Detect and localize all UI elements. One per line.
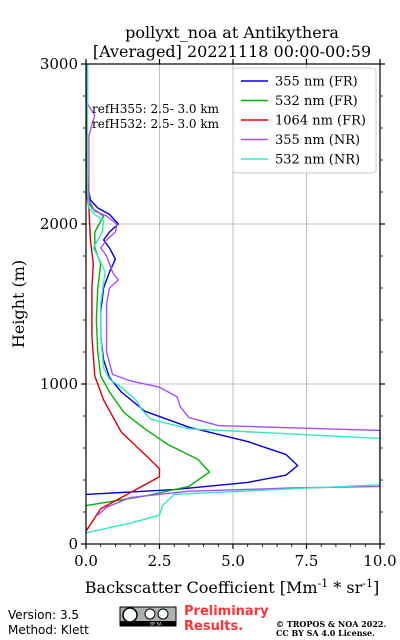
method-text: Method: Klett [8,623,89,637]
copyright-line2: CC BY SA 4.0 License. [276,628,375,638]
series-line-2 [86,64,161,532]
legend-box [232,67,377,174]
cc-icon [122,607,138,623]
cc-license-badge: BY SA [119,606,177,627]
by-icon [144,608,156,620]
annotation-refh532: refH532: 2.5- 3.0 km [92,117,220,131]
sa-icon [157,608,169,620]
y-tick-label: 2000 [40,215,78,233]
chart-subtitle: [Averaged] 20221118 00:00-00:59 [93,42,371,61]
series-lines [86,64,380,534]
x-axis-label: Backscatter Coefficient [Mm-1 * sr-1] [85,577,379,597]
chart-title: pollyxt_noa at Antikythera [125,23,339,42]
license-badge-text: BY SA [150,622,162,627]
legend-label-1: 532 nm (FR) [275,94,358,109]
x-axis-label-sup: -1 [318,577,329,590]
y-axis-label: Height (m) [9,260,28,348]
version-text: Version: 3.5 [8,608,79,622]
legend-label-3: 355 nm (NR) [275,133,360,148]
y-tick-label: 0 [68,535,78,553]
axis-ticks: 0.0 2.5 5.0 7.5 10.0 0 1000 2000 3000 [40,55,397,570]
legend-label-2: 1064 nm (FR) [275,114,366,129]
x-axis-label-main: Backscatter Coefficient [Mm [85,578,318,597]
x-axis-label-mid: * sr [328,578,362,597]
annotation-refh355: refH355: 2.5- 3.0 km [92,102,220,116]
x-tick-label: 0.0 [74,552,98,570]
preliminary-line2: Results. [184,619,243,634]
series-line-4 [86,64,380,534]
x-axis-label-end: ] [373,578,379,597]
x-axis-label-sup2: -1 [362,577,373,590]
x-tick-label: 5.0 [221,552,245,570]
x-tick-label: 7.5 [295,552,319,570]
x-tick-label: 10.0 [363,552,396,570]
y-tick-label: 3000 [40,55,78,73]
legend-label-0: 355 nm (FR) [275,75,358,90]
preliminary-line1: Preliminary [184,604,269,619]
x-tick-label: 2.5 [148,552,172,570]
copyright-line1: © TROPOS & NOA 2022. [276,619,386,629]
series-line-3 [86,64,380,516]
legend: 355 nm (FR) 532 nm (FR) 1064 nm (FR) 355 nm… [232,67,377,174]
legend-label-4: 532 nm (NR) [275,153,360,168]
y-tick-label: 1000 [40,375,78,393]
series-line-1 [86,64,211,507]
